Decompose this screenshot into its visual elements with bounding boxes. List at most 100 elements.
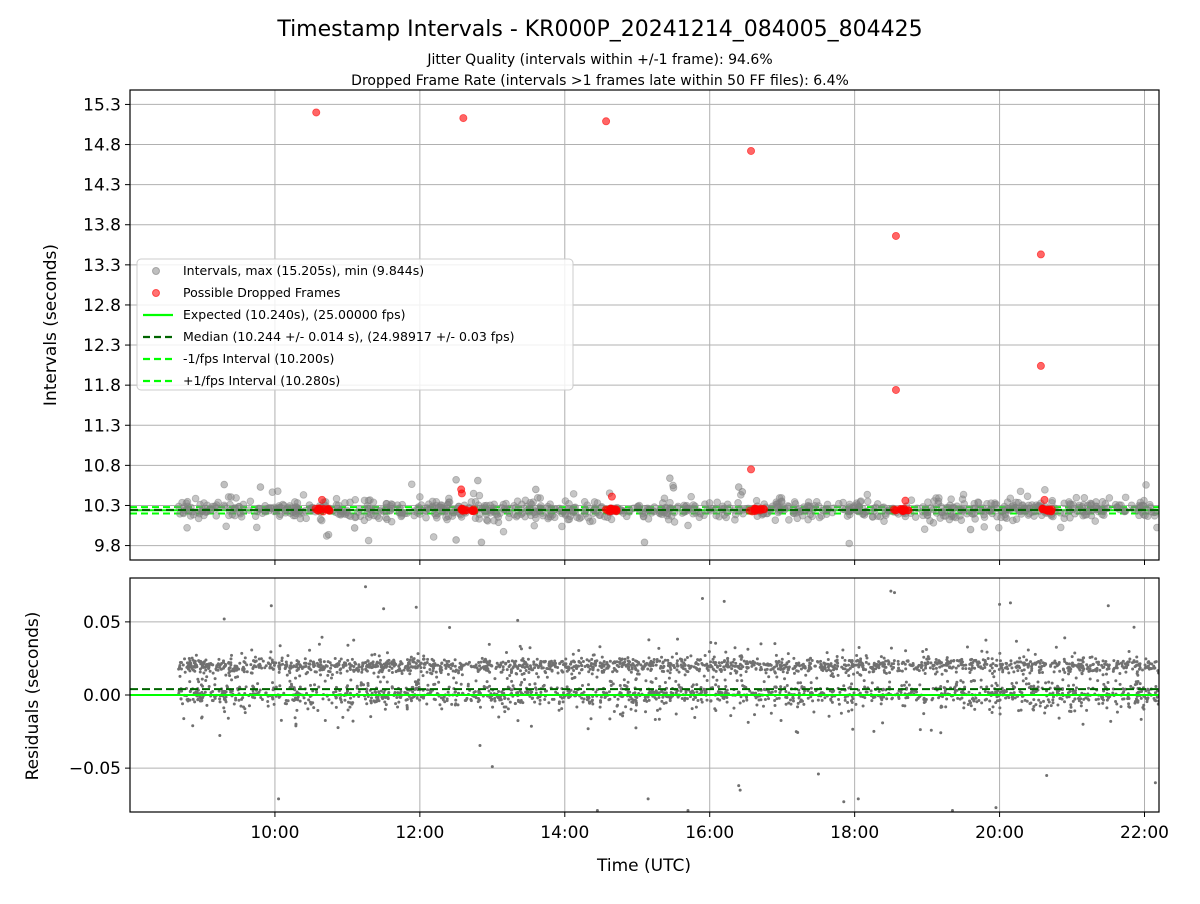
residual-point: [959, 679, 963, 683]
residual-point: [529, 691, 533, 695]
residual-point: [714, 709, 718, 713]
residual-point: [652, 657, 656, 661]
residual-point: [615, 660, 619, 664]
residual-point: [722, 665, 726, 669]
residual-point: [193, 669, 197, 673]
residual-point: [821, 668, 825, 672]
residual-point: [1019, 660, 1023, 664]
residual-point: [457, 669, 461, 673]
residual-point: [889, 664, 893, 668]
residual-point: [634, 709, 638, 713]
residual-point: [298, 699, 302, 703]
residual-point: [451, 662, 455, 666]
residual-outlier-point: [816, 772, 820, 776]
residual-point: [348, 696, 352, 700]
residual-point: [306, 707, 310, 711]
residual-point: [1088, 677, 1092, 681]
residual-point: [1067, 662, 1071, 666]
residual-point: [922, 712, 926, 716]
interval-point: [772, 500, 781, 509]
residual-point: [978, 691, 982, 695]
residual-point: [317, 665, 321, 669]
residual-point: [615, 703, 619, 707]
residual-point: [557, 701, 561, 705]
interval-point: [1091, 517, 1100, 525]
interval-point: [510, 510, 518, 519]
residual-point: [520, 665, 524, 669]
residual-point: [990, 666, 994, 670]
residual-point: [832, 667, 836, 671]
residual-point: [293, 716, 297, 720]
interval-point: [863, 497, 872, 506]
residual-point: [503, 710, 507, 714]
interval-point: [429, 533, 438, 541]
residual-point: [819, 663, 823, 667]
residual-outlier-point: [414, 605, 418, 609]
residual-point: [624, 663, 628, 667]
residual-point: [989, 663, 993, 667]
residual-point: [975, 660, 979, 664]
residual-point: [488, 663, 492, 667]
residual-point: [773, 642, 777, 646]
residual-point: [738, 701, 742, 705]
residual-point: [863, 696, 867, 700]
residual-point: [657, 696, 661, 700]
residual-point: [242, 660, 246, 664]
residual-point: [990, 671, 994, 675]
residual-point: [595, 675, 599, 679]
residual-point: [617, 665, 621, 669]
residual-point: [472, 691, 476, 695]
interval-point: [252, 523, 261, 532]
residual-point: [508, 674, 512, 678]
residual-point: [1003, 666, 1007, 670]
interval-point: [183, 523, 191, 532]
residual-point: [323, 679, 327, 683]
residual-point: [181, 702, 185, 706]
residual-point: [218, 733, 222, 737]
residual-point: [662, 670, 666, 674]
residual-point: [622, 678, 626, 682]
residual-point: [826, 662, 830, 666]
residual-point: [525, 663, 529, 667]
residual-point: [674, 712, 678, 716]
residual-point: [983, 666, 987, 670]
residual-point: [698, 658, 702, 662]
residual-point: [259, 696, 263, 700]
residual-point: [405, 707, 409, 711]
residual-point: [1098, 668, 1102, 672]
residual-point: [679, 688, 683, 692]
residual-point: [874, 667, 878, 671]
residual-point: [1053, 665, 1057, 669]
residual-point: [792, 656, 796, 660]
residual-point: [741, 699, 745, 703]
legend-minus-fps-label: -1/fps Interval (10.200s): [183, 351, 334, 366]
residual-point: [1070, 661, 1074, 665]
residual-point: [1114, 666, 1118, 670]
residual-point: [675, 668, 679, 672]
residual-point: [1087, 669, 1091, 673]
residual-point: [307, 698, 311, 702]
residual-point: [605, 662, 609, 666]
residual-point: [970, 657, 974, 661]
residual-point: [800, 663, 804, 667]
interval-point: [360, 496, 369, 505]
residual-outlier-point: [889, 589, 893, 593]
residual-point: [383, 700, 387, 704]
residual-point: [1085, 708, 1089, 712]
residual-point: [257, 665, 261, 669]
residual-point: [879, 695, 883, 699]
residual-point: [904, 667, 908, 671]
residual-point: [969, 704, 973, 708]
residual-point: [892, 662, 896, 666]
residual-point: [202, 665, 206, 669]
residual-point: [469, 699, 473, 703]
residual-point: [775, 661, 779, 665]
residual-point: [1081, 668, 1085, 672]
residual-point: [188, 659, 192, 663]
residual-point: [274, 685, 278, 689]
residual-point: [700, 700, 704, 704]
residual-point: [823, 696, 827, 700]
residual-point: [411, 690, 415, 694]
residual-point: [406, 658, 410, 662]
residual-point: [785, 683, 789, 687]
